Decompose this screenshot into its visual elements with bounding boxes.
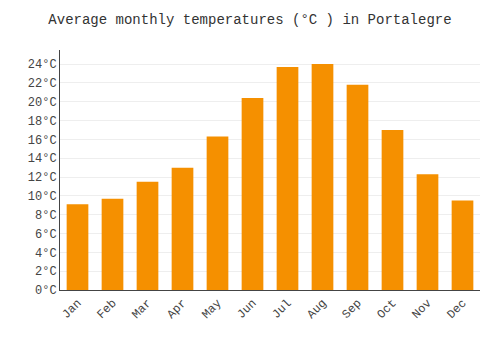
svg-text:Jul: Jul [269,297,294,322]
svg-text:Average monthly temperatures (: Average monthly temperatures (°C ) in Po… [48,12,451,28]
svg-text:Nov: Nov [409,297,434,322]
svg-text:16°C: 16°C [28,134,57,148]
svg-text:10°C: 10°C [28,190,57,204]
svg-text:24°C: 24°C [28,58,57,72]
svg-text:Dec: Dec [444,297,469,322]
svg-text:Jan: Jan [59,297,84,322]
svg-text:18°C: 18°C [28,115,57,129]
svg-text:Apr: Apr [164,297,189,322]
svg-text:2°C: 2°C [35,265,57,279]
svg-text:8°C: 8°C [35,209,57,223]
svg-text:Feb: Feb [94,297,119,322]
svg-text:May: May [199,297,224,322]
svg-text:0°C: 0°C [35,284,57,298]
svg-text:Sep: Sep [339,297,364,322]
svg-text:12°C: 12°C [28,171,57,185]
svg-text:22°C: 22°C [28,77,57,91]
svg-text:4°C: 4°C [35,247,57,261]
svg-text:Jun: Jun [234,297,259,322]
svg-text:14°C: 14°C [28,152,57,166]
svg-text:Aug: Aug [304,297,329,322]
svg-text:Mar: Mar [129,297,154,322]
svg-text:6°C: 6°C [35,228,57,242]
svg-text:20°C: 20°C [28,96,57,110]
svg-text:Oct: Oct [374,297,399,322]
